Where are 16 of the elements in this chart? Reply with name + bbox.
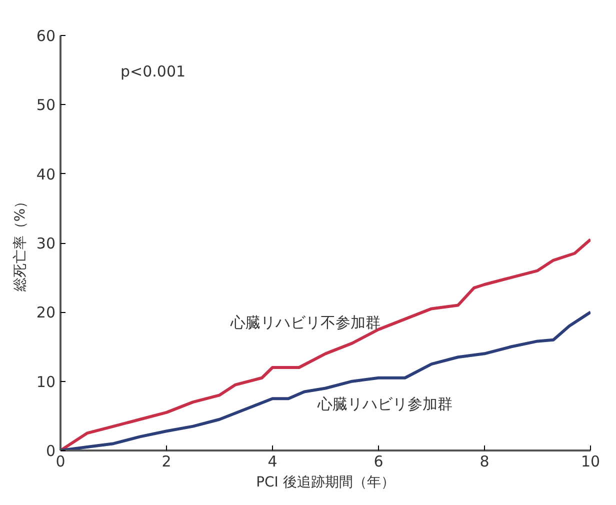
x-tick-label: 10 [580, 452, 600, 470]
y-tick-label: 40 [36, 165, 56, 184]
annotation: p<0.001 [120, 62, 186, 80]
x-axis-title: PCI 後追跡期間（年） [256, 474, 395, 490]
x-tick-label: 2 [162, 452, 172, 470]
x-tick-label: 6 [374, 452, 384, 470]
y-tick-label: 50 [36, 96, 56, 114]
y-tick-label: 10 [36, 372, 56, 391]
y-tick-label: 30 [36, 234, 56, 252]
series-label: 心臓リハビリ不参加群 [230, 314, 380, 332]
x-tick-label: 8 [480, 452, 490, 470]
y-axis-title: 総死亡率（%） [12, 194, 28, 293]
x-tick-label: 4 [268, 452, 278, 470]
y-tick-label: 60 [36, 27, 56, 45]
y-tick-label: 20 [36, 304, 56, 322]
series-label: 心臓リハビリ参加群 [316, 394, 452, 413]
